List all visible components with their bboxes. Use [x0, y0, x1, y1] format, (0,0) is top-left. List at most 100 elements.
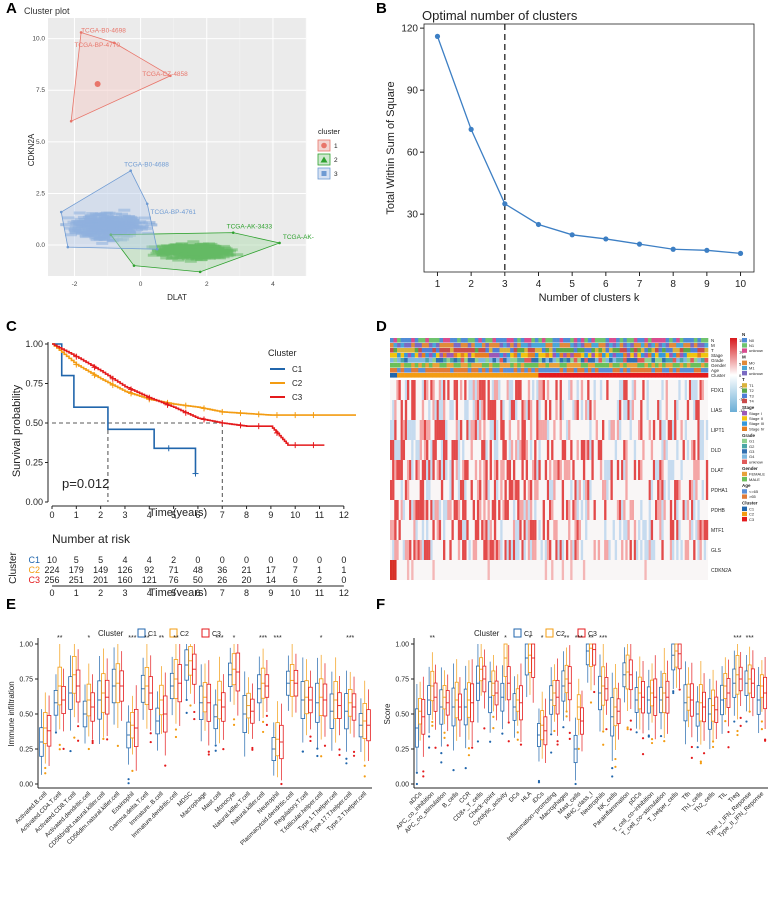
anno-cell-gender: [506, 363, 511, 368]
heat-cell: [568, 520, 571, 540]
box-outlier: [736, 733, 739, 737]
heat-cell: [623, 460, 626, 480]
heat-cell: [406, 380, 410, 400]
heat-cell: [417, 460, 420, 480]
anno-cell-m: [556, 343, 560, 348]
heat-cell: [570, 380, 573, 400]
heat-cell: [519, 520, 522, 540]
heat-cell: [470, 440, 473, 460]
anno-cell-grade: [647, 358, 652, 363]
heat-cell: [496, 440, 499, 460]
anno-cell-t: [534, 348, 539, 353]
heat-cell: [691, 480, 694, 500]
risk-cell: 0: [341, 575, 346, 585]
heat-cell: [464, 540, 467, 560]
heat-cell: [443, 500, 446, 520]
box-outlier: [605, 728, 608, 731]
heat-cell: [438, 460, 442, 480]
legend-item-label: MALE: [749, 477, 760, 482]
anno-cell-age: [580, 368, 585, 373]
box-outlier: [678, 688, 681, 691]
heat-cell: [500, 400, 503, 420]
heat-cell: [434, 440, 437, 460]
heat-cell: [443, 540, 446, 560]
anno-cell-n: [524, 338, 529, 343]
heat-cell: [570, 540, 573, 560]
heat-cell: [650, 540, 654, 560]
heat-cell: [604, 480, 607, 500]
gene-label-pdha1: PDHA1: [711, 488, 728, 494]
anno-cell-m: [450, 343, 454, 348]
anno-cell-n: [683, 338, 688, 343]
gene-label-dld: DLD: [711, 448, 721, 454]
box-outlier: [745, 720, 748, 723]
x-tick-label: 12: [339, 510, 349, 520]
anno-cell-grade: [400, 358, 405, 363]
heat-cell: [496, 460, 499, 480]
anno-cell-m: [672, 343, 677, 348]
heat-cell: [659, 520, 662, 540]
anno-cell-age: [619, 368, 624, 373]
anno-cell-t: [637, 348, 642, 353]
legend-item-label: <=65: [749, 489, 759, 494]
box-c2: [589, 643, 593, 667]
x-tick-label: 8: [244, 510, 249, 520]
legend-swatch: [742, 383, 747, 388]
heat-cell: [398, 520, 401, 540]
heat-cell: [428, 460, 431, 480]
box-outlier: [659, 734, 663, 738]
anno-cell-grade: [474, 358, 479, 363]
anno-cell-gender: [602, 363, 606, 368]
legend-swatch: [742, 388, 747, 393]
heat-cell: [476, 400, 480, 420]
anno-cell-age: [690, 368, 695, 373]
heat-cell: [652, 460, 656, 480]
heat-cell: [521, 420, 524, 440]
heat-cell: [390, 420, 393, 440]
heat-cell: [508, 460, 512, 480]
heat-cell: [640, 460, 643, 480]
y-tick-label: 0.50: [25, 418, 43, 428]
anno-label-cluster: Cluster: [711, 373, 726, 378]
anno-cell-n: [492, 338, 497, 343]
anno-cell-m: [577, 343, 582, 348]
heat-cell: [417, 500, 420, 520]
panel-a-title: Cluster plot: [24, 6, 70, 16]
anno-cell-gender: [453, 363, 458, 368]
anno-cell-gender: [478, 363, 483, 368]
x-tick-label: 8: [670, 279, 676, 290]
anno-cell-age: [704, 368, 709, 373]
heat-cell: [669, 520, 673, 540]
anno-cell-grade: [637, 358, 642, 363]
box-outlier: [550, 733, 553, 736]
heat-cell: [472, 400, 475, 420]
heat-cell: [464, 480, 467, 500]
heat-cell: [638, 460, 641, 480]
legend-swatch: [742, 338, 747, 343]
box-outlier: [174, 735, 178, 739]
anno-cell-cluster: [700, 373, 705, 378]
cluster-3-point: [98, 230, 111, 234]
heat-cell: [532, 460, 535, 480]
box-outlier: [635, 731, 638, 734]
anno-cell-t: [510, 348, 514, 353]
anno-cell-t: [587, 348, 592, 353]
heat-cell: [402, 500, 406, 520]
anno-cell-t: [640, 348, 645, 353]
anno-cell-gender: [655, 363, 659, 368]
heat-cell: [691, 500, 694, 520]
heat-cell: [608, 460, 611, 480]
anno-cell-gender: [690, 363, 695, 368]
anno-cell-n: [630, 338, 635, 343]
anno-cell-age: [474, 368, 479, 373]
y-tick-label: 0.00: [395, 782, 409, 789]
anno-cell-gender: [414, 363, 419, 368]
heat-cell: [479, 500, 482, 520]
anno-cell-t: [400, 348, 405, 353]
legend-title-t: T: [742, 377, 745, 382]
anno-cell-stage: [549, 353, 553, 358]
cluster-3-point: [135, 227, 148, 231]
cluster-3-point: [114, 229, 127, 233]
heat-cell: [493, 500, 497, 520]
heat-cell: [413, 540, 416, 560]
